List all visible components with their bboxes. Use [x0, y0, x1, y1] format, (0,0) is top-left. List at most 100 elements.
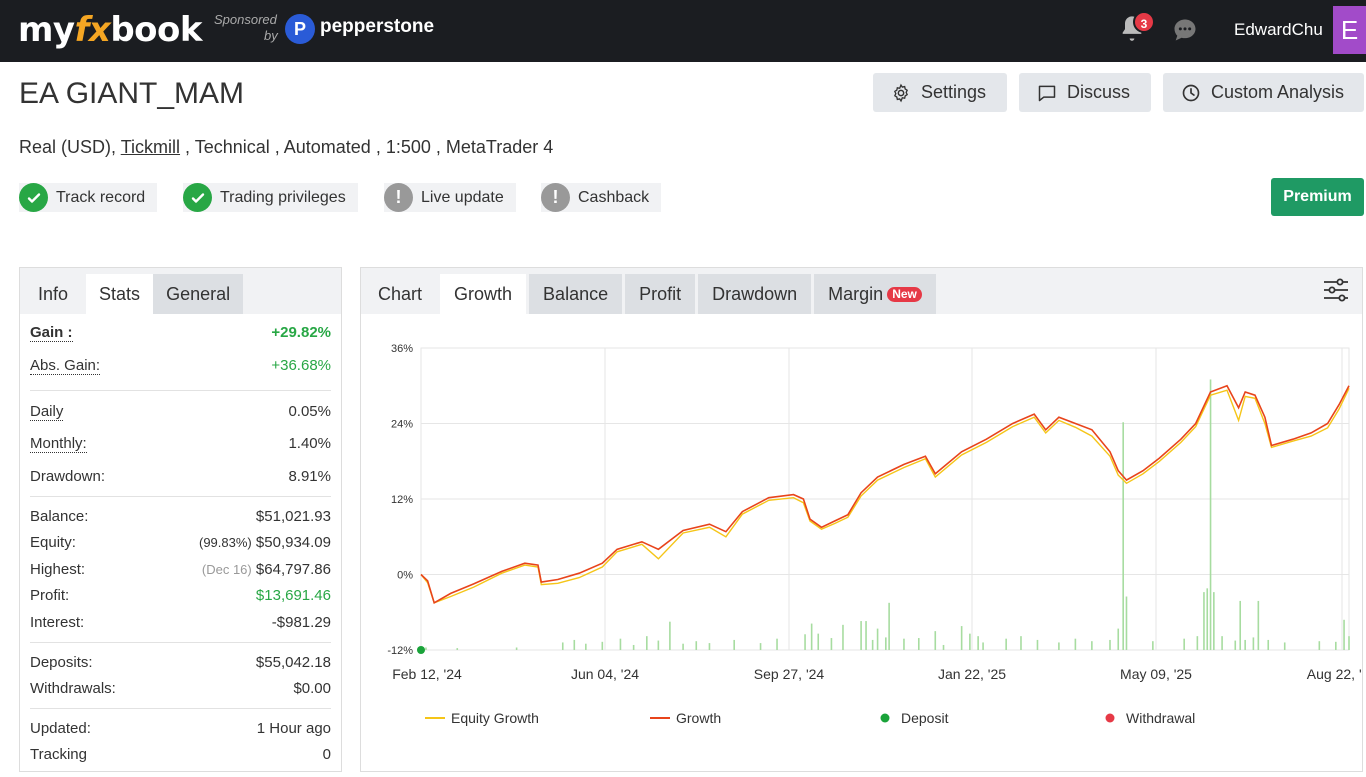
- stat-value: 0.05%: [288, 403, 331, 420]
- highest-date: (Dec 16): [201, 562, 252, 577]
- legend-deposit-label: Deposit: [901, 710, 949, 726]
- tab-profit[interactable]: Profit: [625, 274, 696, 314]
- tab-balance[interactable]: Balance: [529, 274, 623, 314]
- tab-drawdown[interactable]: Drawdown: [698, 274, 812, 314]
- stat-value: +29.82%: [271, 324, 331, 341]
- volume-bar: [871, 639, 874, 650]
- broker-link[interactable]: Tickmill: [120, 137, 181, 157]
- x-tick-label: Jan 22, '25: [938, 666, 1006, 682]
- sponsor-name[interactable]: pepperstone: [320, 16, 435, 37]
- stat-value: -$981.29: [271, 614, 331, 631]
- volume-bar: [860, 621, 862, 650]
- custom-analysis-button[interactable]: Custom Analysis: [1163, 73, 1364, 112]
- exclamation-circle-icon: !: [541, 183, 570, 212]
- volume-bar: [1109, 639, 1111, 650]
- volume-bar: [842, 624, 844, 650]
- status-live-update[interactable]: ! Live update: [384, 183, 516, 212]
- volume-bar: [1257, 600, 1260, 650]
- stat-value: 1.40%: [288, 435, 331, 452]
- volume-bar: [917, 638, 920, 650]
- status-track-record[interactable]: Track record: [19, 183, 158, 212]
- notification-count-badge: 3: [1133, 11, 1155, 33]
- premium-button[interactable]: Premium: [1271, 178, 1364, 216]
- volume-bar: [733, 639, 735, 650]
- volume-bar: [657, 640, 660, 650]
- stat-value: $13,691.46: [255, 587, 331, 604]
- discuss-button[interactable]: Discuss: [1019, 73, 1151, 112]
- volume-bar: [1058, 642, 1060, 650]
- volume-bar: [646, 636, 648, 650]
- legend-growth-label: Growth: [676, 710, 721, 726]
- filter-settings-icon[interactable]: [1322, 276, 1350, 304]
- stat-value: 0: [322, 746, 331, 763]
- y-tick-label: 36%: [391, 343, 413, 355]
- stat-label: Equity:: [30, 534, 76, 551]
- divider: [30, 390, 331, 391]
- tab-margin[interactable]: Margin New: [814, 274, 936, 314]
- stat-label[interactable]: Gain :: [30, 324, 73, 342]
- volume-bar: [942, 644, 945, 650]
- growth-line: [420, 384, 1350, 604]
- tab-stats[interactable]: Stats: [86, 274, 154, 314]
- tab-growth[interactable]: Growth: [440, 274, 527, 314]
- volume-bar: [1122, 422, 1124, 650]
- clock-icon: [1182, 84, 1200, 101]
- status-label: Track record: [56, 188, 146, 206]
- volume-bar: [876, 628, 879, 650]
- account-type: Real (USD),: [19, 137, 121, 157]
- stat-value: 8.91%: [288, 468, 331, 485]
- stats-panel: Info Stats General Gain : +29.82% Abs. G…: [19, 267, 342, 772]
- volume-bar: [695, 641, 698, 650]
- volume-bar: [865, 621, 867, 650]
- pepperstone-logo-icon[interactable]: P: [285, 14, 315, 44]
- stat-label[interactable]: Abs. Gain:: [30, 357, 101, 375]
- settings-button[interactable]: Settings: [873, 73, 1007, 112]
- volume-bar: [1283, 642, 1286, 650]
- tab-margin-label: Margin: [828, 284, 884, 304]
- stat-label: Highest:: [30, 561, 86, 578]
- myfxbook-logo[interactable]: myfxbook: [18, 10, 202, 50]
- volume-bar: [810, 623, 813, 650]
- volume-bar: [1074, 638, 1077, 650]
- volume-bar: [1152, 641, 1154, 650]
- volume-bar: [1335, 641, 1337, 650]
- volume-bar: [1091, 641, 1093, 650]
- volume-bar: [1036, 639, 1039, 650]
- volume-bar: [1221, 636, 1223, 650]
- legend-equity-label: Equity Growth: [451, 710, 539, 726]
- tab-chart[interactable]: Chart: [378, 284, 423, 304]
- volume-bar: [1252, 637, 1255, 650]
- stat-label[interactable]: Monthly:: [30, 435, 87, 453]
- deposit-marker: [417, 646, 425, 654]
- stat-value: (Dec 16) $64,797.86: [202, 561, 331, 578]
- volume-bar: [1020, 636, 1022, 650]
- tab-general[interactable]: General: [153, 274, 244, 314]
- volume-bar: [1244, 639, 1246, 650]
- volume-bar: [903, 638, 905, 650]
- volume-bar: [601, 641, 604, 650]
- settings-label: Settings: [921, 82, 987, 102]
- username[interactable]: EdwardChu: [1234, 20, 1323, 39]
- stat-value: (99.83%) $50,934.09: [199, 534, 331, 551]
- stats-tabs: Info Stats General: [20, 268, 341, 314]
- volume-bar: [619, 638, 622, 650]
- highest-amount: $64,797.86: [255, 561, 331, 578]
- volume-bar: [1213, 592, 1215, 650]
- avatar[interactable]: E: [1333, 6, 1366, 54]
- volume-bar: [1203, 592, 1205, 650]
- account-info-line: Real (USD), Tickmill , Technical , Autom…: [19, 137, 553, 158]
- tab-info[interactable]: Info: [38, 284, 69, 304]
- volume-bar: [1343, 619, 1345, 650]
- stat-label[interactable]: Daily: [30, 403, 64, 421]
- chat-icon[interactable]: [1171, 16, 1199, 44]
- chart-panel: Chart Growth Balance Profit Drawdown Mar…: [360, 267, 1363, 772]
- y-tick-label: 24%: [391, 419, 413, 431]
- equity-amount: $50,934.09: [255, 534, 331, 551]
- stat-value: $51,021.93: [255, 508, 331, 525]
- stat-label: Profit:: [30, 587, 70, 604]
- volume-bar: [573, 639, 576, 650]
- status-cashback[interactable]: ! Cashback: [541, 183, 662, 212]
- chart-tabs: Chart Growth Balance Profit Drawdown Mar…: [361, 268, 1362, 314]
- status-trading-privileges[interactable]: Trading privileges: [183, 183, 358, 212]
- volume-bar: [1005, 638, 1007, 650]
